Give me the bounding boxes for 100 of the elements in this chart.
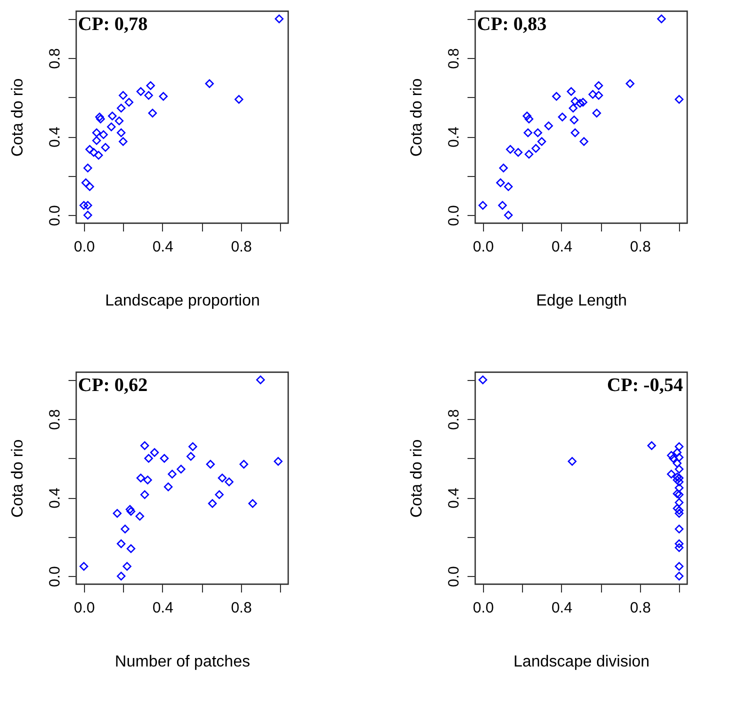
point [504,210,513,220]
y-tick-label: 0.8 [446,409,462,430]
point [588,90,598,99]
point [672,448,682,457]
y-axis-title: Cota do rio [10,439,26,518]
point [92,128,101,138]
point [674,508,684,518]
point [666,470,676,478]
point [118,137,128,146]
x-tick-label: 0.0 [472,238,494,256]
point [206,460,215,469]
point [478,200,488,210]
point [580,137,588,146]
point [136,87,146,96]
point [234,94,244,104]
point [570,96,580,106]
point [578,98,588,107]
point [176,464,186,474]
point [116,104,126,113]
point [208,499,217,508]
point [674,490,684,500]
point [674,442,684,451]
point [205,79,214,88]
point [674,453,684,462]
point [144,91,153,100]
x-tick-label: 0.4 [551,600,572,616]
x-tick-label: 0.8 [630,238,651,256]
point [674,483,684,492]
point [164,482,173,492]
point [674,572,684,581]
point [136,474,146,482]
point [150,448,159,457]
point [160,454,169,463]
point [83,164,92,172]
point [122,562,132,571]
y-tick-label: 0.4 [46,488,64,509]
point [214,490,224,500]
y-axis-title: Cota do rio [10,78,26,157]
point [626,79,634,88]
point [668,454,678,463]
x-tick-label: 0.4 [152,600,174,616]
y-tick-label: 0.4 [46,126,64,148]
annotation: CP: 0,78 [78,14,148,35]
point [666,451,676,460]
point [85,182,94,192]
y-tick-label: 0.4 [446,126,462,148]
point [224,478,234,486]
point [158,92,168,101]
y-tick-label: 0.0 [446,566,462,588]
point [168,470,177,478]
y-tick-label: 0.0 [46,205,64,226]
point [94,150,103,160]
point [116,539,126,548]
annotation: CP: -0,54 [607,375,684,396]
point [478,375,488,384]
point [85,145,94,154]
point [592,108,602,118]
point [674,524,684,534]
point [674,498,684,507]
x-tick-label: 0.4 [551,238,572,256]
point [81,178,90,188]
point [544,121,553,130]
point [144,454,153,463]
point [95,112,104,122]
point [514,148,523,157]
point [672,458,682,468]
point [568,456,577,466]
point [566,87,576,96]
point [504,182,513,192]
point [120,524,130,534]
point [524,128,532,138]
point [140,441,150,450]
x-tick-label: 0.8 [630,600,651,616]
point [570,116,578,124]
x-axis-title: Number of patches [114,654,250,670]
point [674,539,684,548]
point [674,474,684,482]
y-tick-label: 0.4 [446,488,462,509]
point [124,98,134,107]
point [647,441,656,450]
x-axis-title: Edge Length [536,292,627,310]
x-tick-label: 0.4 [152,238,174,256]
point [126,544,136,554]
point [83,200,92,210]
point [672,489,682,498]
point [570,128,580,138]
annotation: CP: 0,83 [477,14,547,35]
point [524,114,534,124]
point [108,112,117,120]
annotation: CP: 0,62 [78,375,148,396]
point [674,562,684,571]
point [594,81,604,90]
point [116,572,126,581]
x-tick-label: 0.0 [74,238,95,256]
y-axis-title: Cota do rio [408,78,426,157]
point [188,442,198,451]
point [498,200,507,210]
x-tick-label: 0.8 [230,600,252,616]
point [531,144,540,153]
point [499,164,508,172]
